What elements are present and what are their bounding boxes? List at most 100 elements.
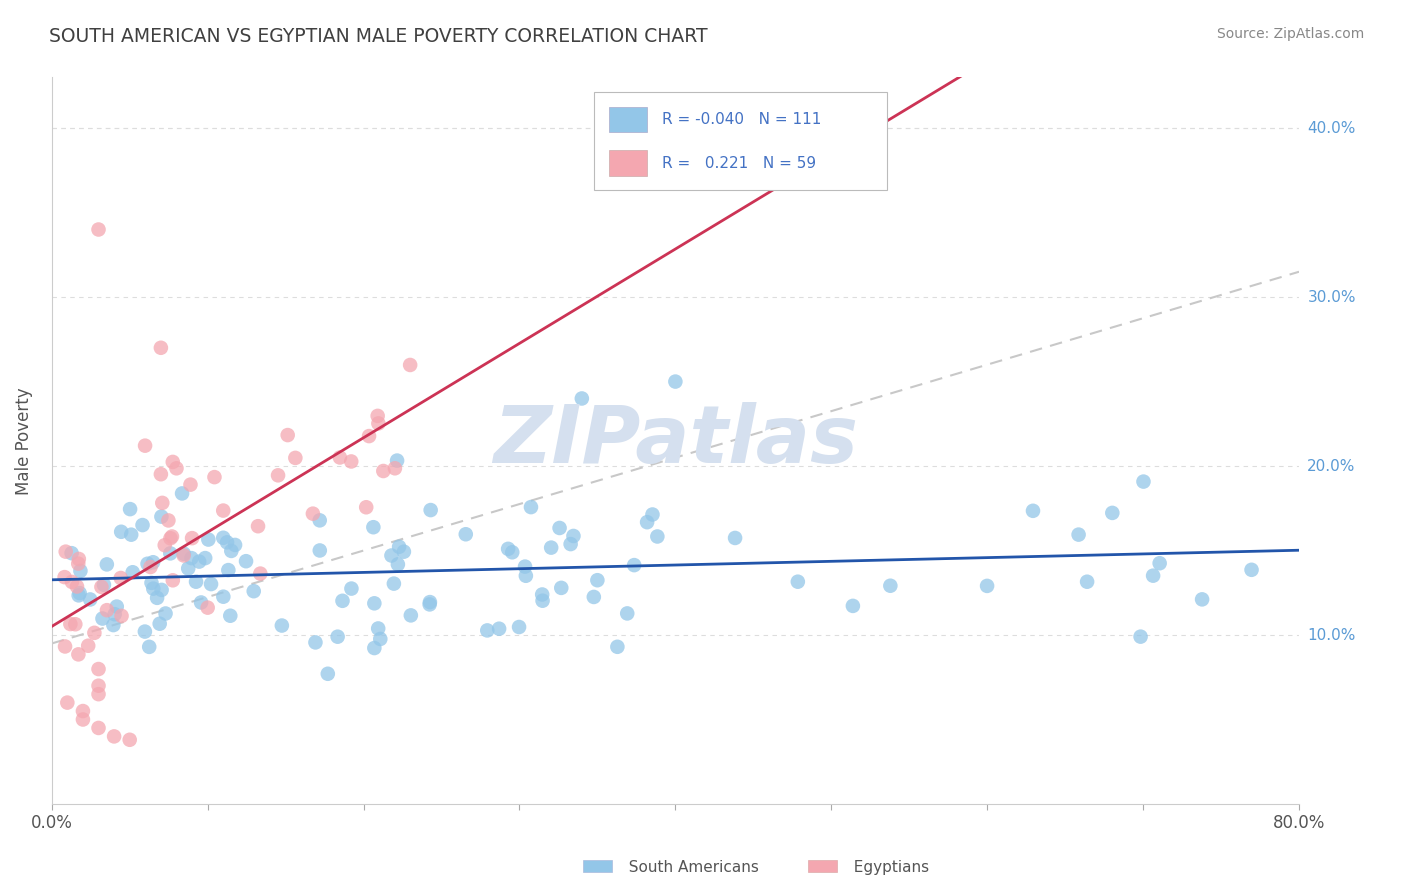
Point [96,603,118,617]
Point [131,518,153,533]
Point [118,732,141,747]
Point [141,575,163,590]
Point [87,679,110,693]
Point [515,568,537,582]
Point [623,558,645,573]
Point [188,555,211,569]
Point [60,546,83,560]
Point [454,527,477,541]
Point [340,582,363,596]
Point [177,561,200,575]
Point [79,592,101,607]
Point [540,541,562,555]
Point [616,607,638,621]
Point [363,596,385,610]
Point [508,620,530,634]
Point [219,608,242,623]
Point [531,593,554,607]
Point [1022,504,1045,518]
Point [87,662,110,676]
Point [1076,574,1098,589]
Point [67,648,90,662]
Point [316,666,339,681]
Point [284,450,307,465]
Point [647,529,669,543]
Text: Egyptians: Egyptians [844,860,929,874]
Point [184,574,207,589]
Point [329,450,352,465]
Text: South Americans: South Americans [619,860,758,874]
Point [146,591,169,605]
Text: R = -0.040   N = 111: R = -0.040 N = 111 [662,112,821,127]
Point [103,730,125,744]
Point [531,587,554,601]
Point [66,580,89,594]
Point [357,429,380,443]
Point [142,582,165,596]
Point [87,721,110,735]
Point [197,533,219,547]
Point [399,608,422,623]
Point [724,531,747,545]
Point [582,590,605,604]
Text: 10.0%: 10.0% [1308,627,1355,642]
Point [142,555,165,569]
Point [170,486,193,500]
Point [69,586,91,600]
Point [477,624,499,638]
Point [150,509,173,524]
Point [159,531,181,545]
Point [419,503,441,517]
Point [388,540,411,554]
Point [215,535,238,549]
Point [173,547,195,561]
Point [249,566,271,581]
Point [842,599,865,613]
Point [520,500,543,514]
Point [134,439,156,453]
Point [162,574,184,588]
Point [488,622,510,636]
Point [1149,556,1171,570]
Point [221,544,243,558]
Text: ZIPatlas: ZIPatlas [494,401,858,480]
Point [103,618,125,632]
Point [159,546,181,560]
Point [976,579,998,593]
Point [153,538,176,552]
Y-axis label: Male Poverty: Male Poverty [15,387,32,494]
Point [134,624,156,639]
Text: Source: ZipAtlas.com: Source: ZipAtlas.com [1216,27,1364,41]
Point [179,477,201,491]
Point [93,578,115,592]
Point [548,521,571,535]
Point [67,552,90,566]
Point [242,584,264,599]
Point [155,607,177,621]
Point [55,544,77,558]
Point [368,632,391,646]
Point [110,524,132,539]
Point [419,598,441,612]
Point [150,496,173,510]
Point [149,616,172,631]
Point [247,519,270,533]
Point [354,500,377,515]
Point [332,594,354,608]
Point [173,549,195,563]
Point [72,704,94,718]
Point [501,545,523,559]
Point [340,454,363,468]
Point [194,551,217,566]
Point [586,573,609,587]
Point [326,630,349,644]
Point [367,417,389,431]
Point [77,639,100,653]
Point [105,599,128,614]
Point [160,529,183,543]
Point [217,563,239,577]
FancyBboxPatch shape [595,92,887,190]
Point [91,611,114,625]
Point [90,580,112,594]
Point [373,464,395,478]
